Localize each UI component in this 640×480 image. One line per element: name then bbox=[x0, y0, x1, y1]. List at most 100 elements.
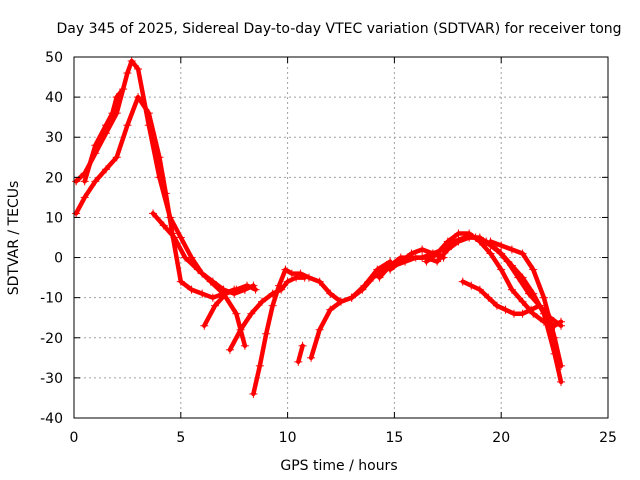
grid bbox=[74, 57, 608, 418]
x-tick-label: 5 bbox=[176, 430, 185, 446]
x-tick-label: 0 bbox=[70, 430, 79, 446]
data-point bbox=[176, 277, 185, 286]
data-point bbox=[315, 277, 324, 286]
data-point bbox=[539, 317, 548, 326]
data-point bbox=[492, 301, 501, 310]
series-track bbox=[460, 279, 542, 316]
data-point bbox=[72, 177, 81, 186]
data-point bbox=[123, 69, 132, 78]
series-track bbox=[488, 239, 564, 369]
series-arc-6 bbox=[225, 273, 309, 354]
data-point bbox=[298, 341, 307, 350]
data-point bbox=[484, 293, 493, 302]
y-axis-label: SDTVAR / TECUs bbox=[6, 181, 22, 296]
data-series bbox=[72, 57, 566, 398]
y-tick-label: 50 bbox=[45, 50, 63, 66]
series-track bbox=[424, 231, 564, 328]
data-point bbox=[294, 357, 303, 366]
data-point bbox=[193, 265, 202, 274]
series-arc-13 bbox=[458, 277, 544, 318]
data-point bbox=[407, 249, 416, 258]
data-point bbox=[262, 329, 271, 338]
data-point bbox=[535, 301, 544, 310]
data-point bbox=[221, 289, 230, 298]
data-point bbox=[454, 229, 463, 238]
data-point bbox=[296, 269, 305, 278]
data-point bbox=[134, 65, 143, 74]
data-point bbox=[80, 177, 89, 186]
series-track bbox=[308, 235, 564, 385]
y-tick-label: 40 bbox=[45, 90, 63, 106]
series-arc-2 bbox=[72, 93, 258, 302]
data-point bbox=[249, 389, 258, 398]
x-tick-label: 10 bbox=[279, 430, 297, 446]
data-point bbox=[507, 285, 516, 294]
data-point bbox=[465, 229, 474, 238]
data-point bbox=[255, 361, 264, 370]
data-point bbox=[497, 265, 506, 274]
data-point bbox=[155, 153, 164, 162]
y-tick-label: 30 bbox=[45, 130, 63, 146]
y-tick-label: -30 bbox=[40, 371, 63, 387]
data-point bbox=[112, 93, 121, 102]
data-point bbox=[518, 249, 527, 258]
data-point bbox=[557, 317, 566, 326]
data-point bbox=[337, 297, 345, 306]
series-arc-14 bbox=[486, 237, 566, 370]
data-point bbox=[458, 277, 467, 286]
data-point bbox=[275, 281, 284, 290]
data-point bbox=[486, 237, 495, 246]
data-point bbox=[102, 121, 111, 130]
data-point bbox=[524, 289, 533, 298]
data-point bbox=[386, 265, 395, 274]
data-point bbox=[503, 257, 512, 266]
series-track bbox=[150, 211, 248, 349]
data-point bbox=[281, 265, 290, 274]
y-tick-label: -40 bbox=[40, 411, 63, 427]
data-point bbox=[529, 265, 538, 274]
data-point bbox=[149, 209, 158, 218]
y-tick-label: -10 bbox=[40, 291, 63, 307]
data-point bbox=[72, 209, 81, 218]
series-arc-8 bbox=[294, 341, 307, 366]
data-point bbox=[200, 321, 209, 330]
y-tick-label: -20 bbox=[40, 331, 63, 347]
series-arc-12 bbox=[422, 229, 566, 330]
data-point bbox=[396, 257, 405, 266]
data-point bbox=[134, 93, 143, 102]
data-point bbox=[287, 269, 296, 278]
data-point bbox=[170, 233, 179, 242]
data-point bbox=[557, 361, 566, 370]
data-point bbox=[497, 241, 506, 250]
series-track bbox=[82, 86, 126, 184]
data-point bbox=[475, 237, 484, 246]
data-point bbox=[550, 333, 559, 342]
data-point bbox=[433, 257, 442, 266]
data-point bbox=[232, 285, 241, 294]
data-point bbox=[232, 309, 241, 318]
series-arc-3 bbox=[80, 85, 128, 186]
data-point bbox=[557, 377, 566, 386]
series-arc-5 bbox=[200, 281, 260, 330]
data-point bbox=[418, 245, 427, 254]
data-point bbox=[91, 141, 100, 150]
data-point bbox=[347, 293, 356, 302]
data-point bbox=[433, 249, 442, 258]
data-point bbox=[486, 249, 495, 258]
data-point bbox=[247, 309, 256, 318]
data-point bbox=[80, 193, 89, 202]
plot-frame bbox=[73, 56, 609, 419]
data-point bbox=[127, 57, 136, 66]
data-point bbox=[119, 85, 128, 94]
data-point bbox=[518, 297, 527, 306]
data-point bbox=[123, 121, 132, 130]
data-point bbox=[208, 293, 217, 302]
data-point bbox=[422, 257, 431, 266]
data-point bbox=[375, 273, 384, 282]
data-point bbox=[501, 305, 510, 314]
axis-ticks: 0 5 10 15 20 25 -40 -30 -20 -10 0 10 20 30 40 50 bbox=[40, 50, 617, 446]
data-point bbox=[326, 289, 335, 298]
data-point bbox=[418, 253, 427, 262]
x-axis-label: GPS time / hours bbox=[280, 458, 397, 474]
data-point bbox=[112, 153, 121, 162]
